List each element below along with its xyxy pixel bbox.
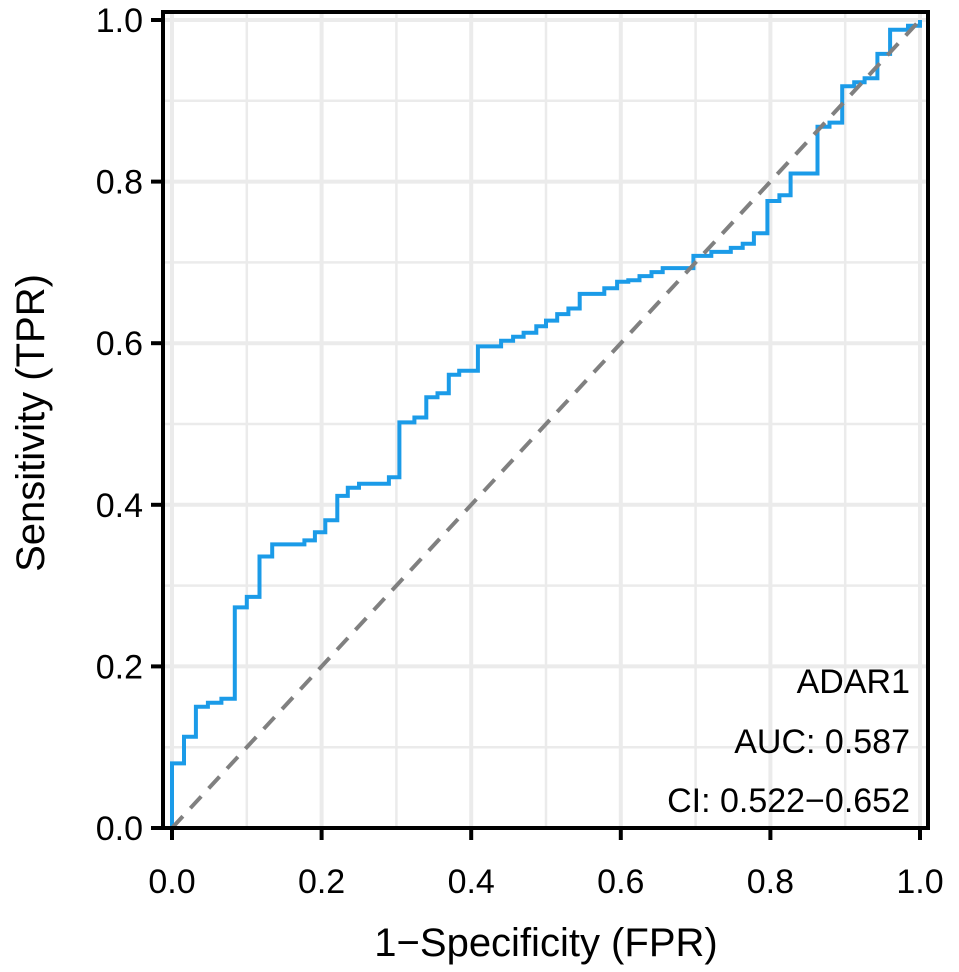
reference-diagonal-line bbox=[170, 18, 922, 830]
y-tick-label: 0.6 bbox=[96, 325, 143, 363]
x-tick-label: 0.4 bbox=[448, 863, 495, 901]
y-tick-label: 0.0 bbox=[96, 810, 143, 848]
gene-label: ADAR1 bbox=[797, 663, 910, 701]
y-tick-label: 0.2 bbox=[96, 648, 143, 686]
y-tick-label: 0.4 bbox=[96, 487, 143, 525]
x-tick-label: 0.8 bbox=[747, 863, 794, 901]
y-tick-label: 1.0 bbox=[96, 2, 143, 40]
x-tick-label: 0.2 bbox=[298, 863, 345, 901]
axis-ticks: 0.0 0.2 0.4 0.6 0.8 1.0 0.0 0.2 0.4 0.6 0.8 1.0 bbox=[96, 2, 944, 901]
y-axis-title: Sensitivity (TPR) bbox=[9, 274, 53, 572]
y-tick-label: 0.8 bbox=[96, 164, 143, 202]
series-layer bbox=[170, 18, 922, 830]
ci-label: CI: 0.522−0.652 bbox=[667, 782, 910, 820]
plot-border bbox=[161, 10, 930, 830]
roc-curve-line bbox=[170, 20, 922, 828]
x-axis-title: 1−Specificity (FPR) bbox=[374, 921, 717, 965]
x-tick-label: 0.0 bbox=[148, 863, 195, 901]
auc-label: AUC: 0.587 bbox=[734, 723, 910, 761]
x-tick-label: 1.0 bbox=[896, 863, 943, 901]
grid bbox=[163, 12, 928, 830]
x-tick-label: 0.6 bbox=[597, 863, 644, 901]
